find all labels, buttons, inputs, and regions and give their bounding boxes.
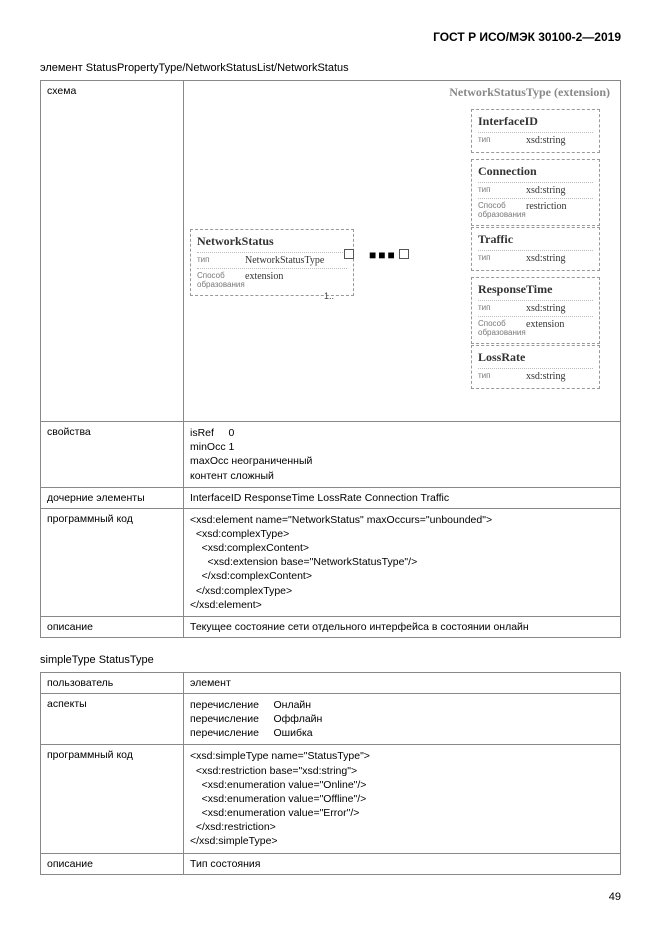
v: xsd:string [526,371,565,382]
expand-icon [399,249,409,259]
row-children-value: InterfaceID ResponseTime LossRate Connec… [184,487,621,508]
v: extension [526,319,564,337]
row-properties-label: свойства [41,422,184,488]
v: xsd:string [526,253,565,264]
schema-diagram-cell: NetworkStatusType (extension) NetworkSta… [184,81,621,422]
node-responsetime: ResponseTime тип xsd:string Способ образо… [471,277,600,344]
node-networkstatus: NetworkStatus тип NetworkStatusType Спосо… [190,229,354,296]
k: Способ образования [478,319,516,337]
node-title: Connection [478,164,593,179]
node-title: Traffic [478,232,593,247]
k: тип [478,135,516,146]
node-title: NetworkStatus [197,234,347,249]
node-connection: Connection тип xsd:string Способ образова… [471,159,600,226]
connector-dots: ■■■ [369,248,397,262]
row-desc-value: Текущее состояние сети отдельного интерф… [184,616,621,637]
row-code2-label: программный код [41,745,184,853]
k: тип [478,371,516,382]
v: xsd:string [526,135,565,146]
extension-banner: NetworkStatusType (extension) [449,85,610,100]
row-desc-label: описание [41,616,184,637]
row-code2-value: <xsd:simpleType name="StatusType"> <xsd:… [184,745,621,853]
node-lossrate: LossRate тип xsd:string [471,345,600,389]
v: extension [245,271,283,289]
row-aspects-value: перечисление Онлайн перечисление Оффлайн… [184,693,621,745]
k: тип [478,303,516,314]
node-title: InterfaceID [478,114,593,129]
section1-table: схема NetworkStatusType (extension) Netw… [40,80,621,638]
row-desc2-value: Тип состояния [184,853,621,874]
section1-title: элемент StatusPropertyType/NetworkStatus… [40,62,621,74]
page-number: 49 [40,891,621,903]
section2-table: пользователь элемент аспекты перечислени… [40,672,621,875]
k: тип [197,255,235,266]
text: перечисление Онлайн перечисление Оффлайн… [190,698,614,741]
row-children-label: дочерние элементы [41,487,184,508]
code-block: <xsd:element name="NetworkStatus" maxOcc… [190,513,614,612]
row-properties-value: isRef 0 minOcc 1 maxOcc неограниченный к… [184,422,621,488]
row-aspects-label: аспекты [41,693,184,745]
node-title: ResponseTime [478,282,593,297]
v: restriction [526,201,567,219]
section2-title: simpleType StatusType [40,654,621,666]
row-user-label: пользователь [41,672,184,693]
v: NetworkStatusType [245,255,324,266]
node-traffic: Traffic тип xsd:string [471,227,600,271]
row-user-value: элемент [184,672,621,693]
node-title: LossRate [478,350,593,365]
k: тип [478,253,516,264]
handle-icon [344,249,354,259]
text: isRef 0 minOcc 1 maxOcc неограниченный к… [190,426,614,483]
document-header: ГОСТ Р ИСО/МЭК 30100-2—2019 [40,30,621,44]
code-block: <xsd:simpleType name="StatusType"> <xsd:… [190,749,614,848]
occurs-label: 1.. [324,291,334,301]
row-code-value: <xsd:element name="NetworkStatus" maxOcc… [184,508,621,616]
v: xsd:string [526,303,565,314]
row-schema-label: схема [41,81,184,422]
row-code-label: программный код [41,508,184,616]
v: xsd:string [526,185,565,196]
k: Способ образования [478,201,516,219]
k: тип [478,185,516,196]
row-desc2-label: описание [41,853,184,874]
k: Способ образования [197,271,235,289]
node-interfaceid: InterfaceID тип xsd:string [471,109,600,153]
